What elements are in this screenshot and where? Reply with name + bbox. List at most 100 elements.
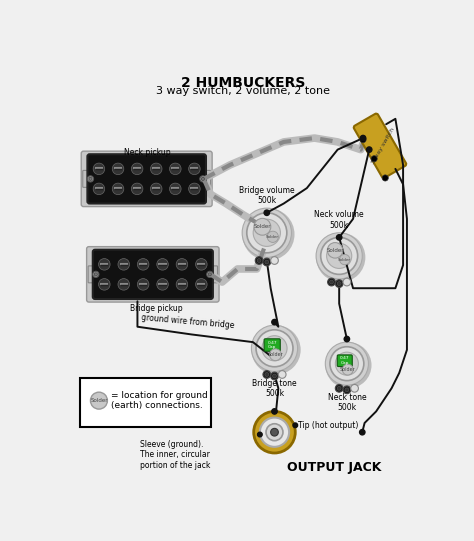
Circle shape bbox=[150, 183, 162, 195]
Circle shape bbox=[118, 279, 129, 290]
FancyBboxPatch shape bbox=[87, 154, 206, 203]
Circle shape bbox=[257, 259, 261, 262]
Circle shape bbox=[343, 278, 351, 286]
Circle shape bbox=[118, 259, 129, 270]
Circle shape bbox=[293, 423, 298, 427]
Circle shape bbox=[255, 256, 263, 265]
Circle shape bbox=[271, 256, 278, 265]
Circle shape bbox=[360, 136, 366, 143]
Circle shape bbox=[343, 386, 351, 394]
Circle shape bbox=[360, 135, 366, 141]
Circle shape bbox=[99, 279, 110, 290]
Text: OUTPUT JACK: OUTPUT JACK bbox=[287, 461, 381, 474]
Circle shape bbox=[316, 233, 365, 282]
Circle shape bbox=[351, 385, 358, 392]
Circle shape bbox=[89, 177, 92, 180]
Text: Solder: Solder bbox=[267, 352, 283, 357]
Circle shape bbox=[200, 176, 206, 182]
Circle shape bbox=[263, 371, 271, 378]
Circle shape bbox=[189, 183, 200, 195]
Circle shape bbox=[131, 183, 143, 195]
FancyBboxPatch shape bbox=[93, 250, 213, 299]
Circle shape bbox=[93, 271, 99, 278]
FancyBboxPatch shape bbox=[81, 378, 210, 427]
Circle shape bbox=[157, 259, 168, 270]
Circle shape bbox=[264, 210, 270, 215]
Text: Solder: Solder bbox=[90, 398, 108, 403]
Circle shape bbox=[266, 424, 283, 441]
Circle shape bbox=[170, 183, 181, 195]
Text: = location for ground
(earth) connections.: = location for ground (earth) connection… bbox=[111, 391, 208, 410]
Circle shape bbox=[196, 279, 207, 290]
Circle shape bbox=[336, 352, 358, 375]
Circle shape bbox=[330, 347, 364, 381]
Circle shape bbox=[272, 319, 277, 325]
Circle shape bbox=[270, 349, 282, 361]
Circle shape bbox=[112, 183, 124, 195]
Circle shape bbox=[150, 163, 162, 175]
Circle shape bbox=[137, 259, 149, 270]
FancyBboxPatch shape bbox=[88, 266, 103, 283]
Circle shape bbox=[260, 418, 289, 447]
Circle shape bbox=[201, 177, 204, 180]
Circle shape bbox=[271, 372, 278, 380]
Circle shape bbox=[325, 342, 368, 385]
Circle shape bbox=[251, 325, 301, 374]
Circle shape bbox=[278, 371, 286, 378]
Text: Solder: Solder bbox=[266, 235, 279, 239]
Circle shape bbox=[93, 163, 105, 175]
Circle shape bbox=[265, 373, 269, 377]
Circle shape bbox=[360, 430, 365, 435]
Circle shape bbox=[91, 392, 108, 409]
Text: Bridge volume
500k: Bridge volume 500k bbox=[239, 186, 295, 205]
Circle shape bbox=[337, 235, 342, 240]
FancyBboxPatch shape bbox=[202, 266, 218, 283]
Circle shape bbox=[176, 259, 188, 270]
Circle shape bbox=[254, 411, 295, 453]
Circle shape bbox=[189, 163, 200, 175]
Text: 3-way switch: 3-way switch bbox=[371, 127, 395, 165]
FancyBboxPatch shape bbox=[264, 339, 280, 351]
Circle shape bbox=[345, 388, 349, 392]
Circle shape bbox=[327, 243, 352, 268]
Text: Bridge pickup: Bridge pickup bbox=[130, 304, 182, 313]
Circle shape bbox=[335, 280, 343, 287]
Circle shape bbox=[321, 237, 358, 274]
Circle shape bbox=[196, 259, 207, 270]
Circle shape bbox=[157, 279, 168, 290]
Circle shape bbox=[253, 219, 281, 246]
Text: Sleeve (ground).
The inner, circular
portion of the jack: Sleeve (ground). The inner, circular por… bbox=[140, 440, 210, 470]
Text: Neck pickup: Neck pickup bbox=[124, 148, 170, 157]
FancyBboxPatch shape bbox=[83, 170, 98, 187]
Circle shape bbox=[265, 260, 269, 264]
Circle shape bbox=[342, 364, 353, 375]
Circle shape bbox=[382, 175, 388, 181]
Circle shape bbox=[337, 282, 341, 286]
Text: 2 HUMBUCKERS: 2 HUMBUCKERS bbox=[181, 76, 305, 90]
Text: Bridge tone
500k: Bridge tone 500k bbox=[252, 379, 297, 399]
FancyBboxPatch shape bbox=[337, 355, 352, 367]
Circle shape bbox=[208, 273, 211, 276]
Circle shape bbox=[247, 213, 287, 253]
Text: ground wire from bridge: ground wire from bridge bbox=[141, 313, 234, 331]
FancyBboxPatch shape bbox=[81, 151, 212, 207]
Circle shape bbox=[337, 386, 341, 390]
Circle shape bbox=[328, 278, 335, 286]
Text: Neck volume
500k: Neck volume 500k bbox=[314, 210, 364, 230]
Circle shape bbox=[371, 156, 377, 162]
Circle shape bbox=[325, 342, 372, 388]
Text: Solder: Solder bbox=[254, 225, 271, 229]
Circle shape bbox=[273, 374, 276, 378]
Circle shape bbox=[263, 258, 271, 266]
Circle shape bbox=[131, 163, 143, 175]
Circle shape bbox=[339, 254, 350, 265]
Circle shape bbox=[329, 280, 333, 284]
Circle shape bbox=[316, 233, 362, 279]
Circle shape bbox=[251, 325, 298, 371]
Text: Neck tone
500k: Neck tone 500k bbox=[328, 393, 366, 412]
Circle shape bbox=[94, 273, 97, 276]
Circle shape bbox=[272, 408, 277, 414]
Circle shape bbox=[256, 330, 293, 367]
Text: 0.47
Cap: 0.47 Cap bbox=[340, 357, 350, 365]
Text: 3 way switch, 2 volume, 2 tone: 3 way switch, 2 volume, 2 tone bbox=[156, 85, 330, 96]
